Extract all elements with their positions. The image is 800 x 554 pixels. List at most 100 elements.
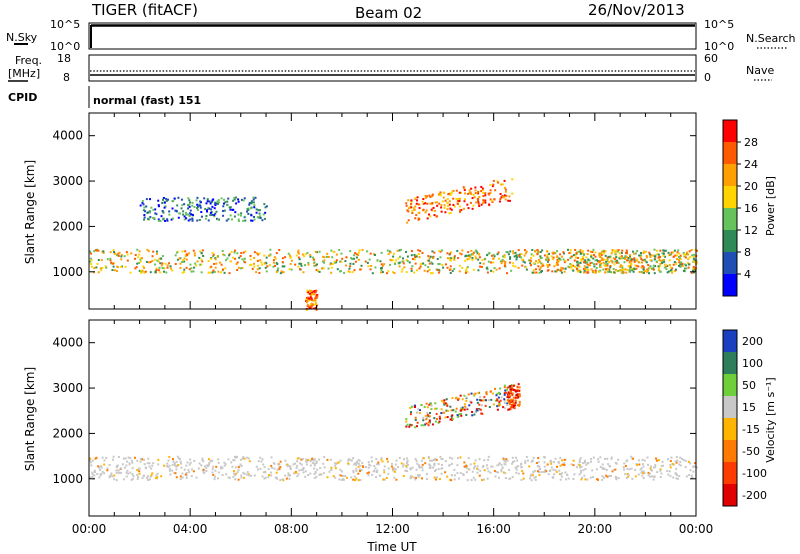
range-cell (509, 406, 512, 409)
range-cell (610, 252, 613, 255)
range-cell (678, 261, 681, 264)
range-cell (679, 263, 682, 266)
range-cell (423, 405, 426, 408)
range-cell (440, 204, 443, 207)
range-cell (139, 460, 142, 463)
range-cell (287, 252, 290, 255)
range-cell (480, 404, 483, 407)
range-cell (651, 475, 654, 478)
range-cell (433, 417, 436, 420)
range-cell (415, 425, 418, 428)
range-cell (614, 268, 617, 271)
range-cell (622, 466, 625, 469)
range-cell (647, 463, 650, 466)
range-cell (298, 258, 301, 261)
range-cell (272, 261, 275, 264)
range-cell (188, 463, 191, 466)
range-cell (105, 266, 108, 269)
range-cell (217, 255, 220, 258)
range-cell (193, 252, 196, 255)
range-cell (518, 395, 521, 398)
range-cell (679, 254, 682, 257)
range-cell (269, 471, 272, 474)
range-cell (525, 268, 528, 271)
range-cell (410, 411, 413, 414)
range-cell (401, 268, 404, 271)
range-cell (162, 196, 165, 199)
range-cell (406, 423, 409, 426)
range-cell (511, 250, 514, 253)
range-cell (181, 204, 184, 207)
range-cell (429, 202, 432, 205)
range-cell (489, 390, 492, 393)
range-cell (459, 394, 462, 397)
range-cell (362, 465, 365, 468)
range-cell (417, 475, 420, 478)
range-cell (112, 265, 115, 268)
range-cell (405, 271, 408, 274)
range-cell (642, 268, 645, 271)
range-cell (581, 252, 584, 255)
range-cell (678, 463, 681, 466)
range-cell (625, 252, 628, 255)
range-cell (141, 269, 144, 272)
range-cell (583, 474, 586, 477)
range-cell (182, 259, 185, 262)
range-cell (495, 268, 498, 271)
range-cell (476, 471, 479, 474)
range-cell (426, 406, 429, 409)
range-cell (190, 267, 193, 270)
range-cell (370, 264, 373, 267)
range-cell (314, 298, 317, 301)
range-cell (240, 214, 243, 217)
range-cell (309, 296, 312, 299)
range-cell (359, 268, 362, 271)
range-cell (534, 250, 537, 253)
range-cell (330, 249, 333, 252)
range-cell (619, 257, 622, 260)
x-tick-label: 00:00 (679, 522, 714, 536)
range-cell (313, 458, 316, 461)
range-cell (439, 250, 442, 253)
range-cell (310, 289, 313, 292)
range-cell (473, 467, 476, 470)
colorbar-tick-label: 4 (744, 268, 751, 281)
range-cell (117, 469, 120, 472)
range-cell (126, 460, 129, 463)
range-cell (188, 212, 191, 215)
range-cell (209, 214, 212, 217)
range-cell (570, 463, 573, 466)
range-cell (585, 256, 588, 259)
range-cell (89, 457, 92, 460)
range-cell (289, 263, 292, 266)
range-cell (510, 398, 513, 401)
range-cell (383, 471, 386, 474)
range-cell (239, 255, 242, 258)
range-cell (432, 257, 435, 260)
range-cell (357, 465, 360, 468)
range-cell (444, 416, 447, 419)
range-cell (655, 249, 658, 252)
range-cell (302, 271, 305, 274)
range-cell (682, 269, 685, 272)
range-cell (449, 405, 452, 408)
range-cell (536, 252, 539, 255)
range-cell (117, 254, 120, 257)
range-cell (113, 252, 116, 255)
range-cell (228, 476, 231, 479)
x-tick-label: 12:00 (375, 522, 410, 536)
range-cell (139, 258, 142, 261)
range-cell (480, 185, 483, 188)
range-cell (426, 417, 429, 420)
range-cell (90, 464, 93, 467)
range-cell (633, 259, 636, 262)
range-cell (416, 269, 419, 272)
range-cell (496, 408, 499, 411)
range-cell (168, 210, 171, 213)
range-cell (546, 260, 549, 263)
range-cell (140, 269, 143, 272)
range-cell (414, 478, 417, 481)
range-cell (239, 267, 242, 270)
range-cell (466, 254, 469, 257)
range-cell (674, 472, 677, 475)
